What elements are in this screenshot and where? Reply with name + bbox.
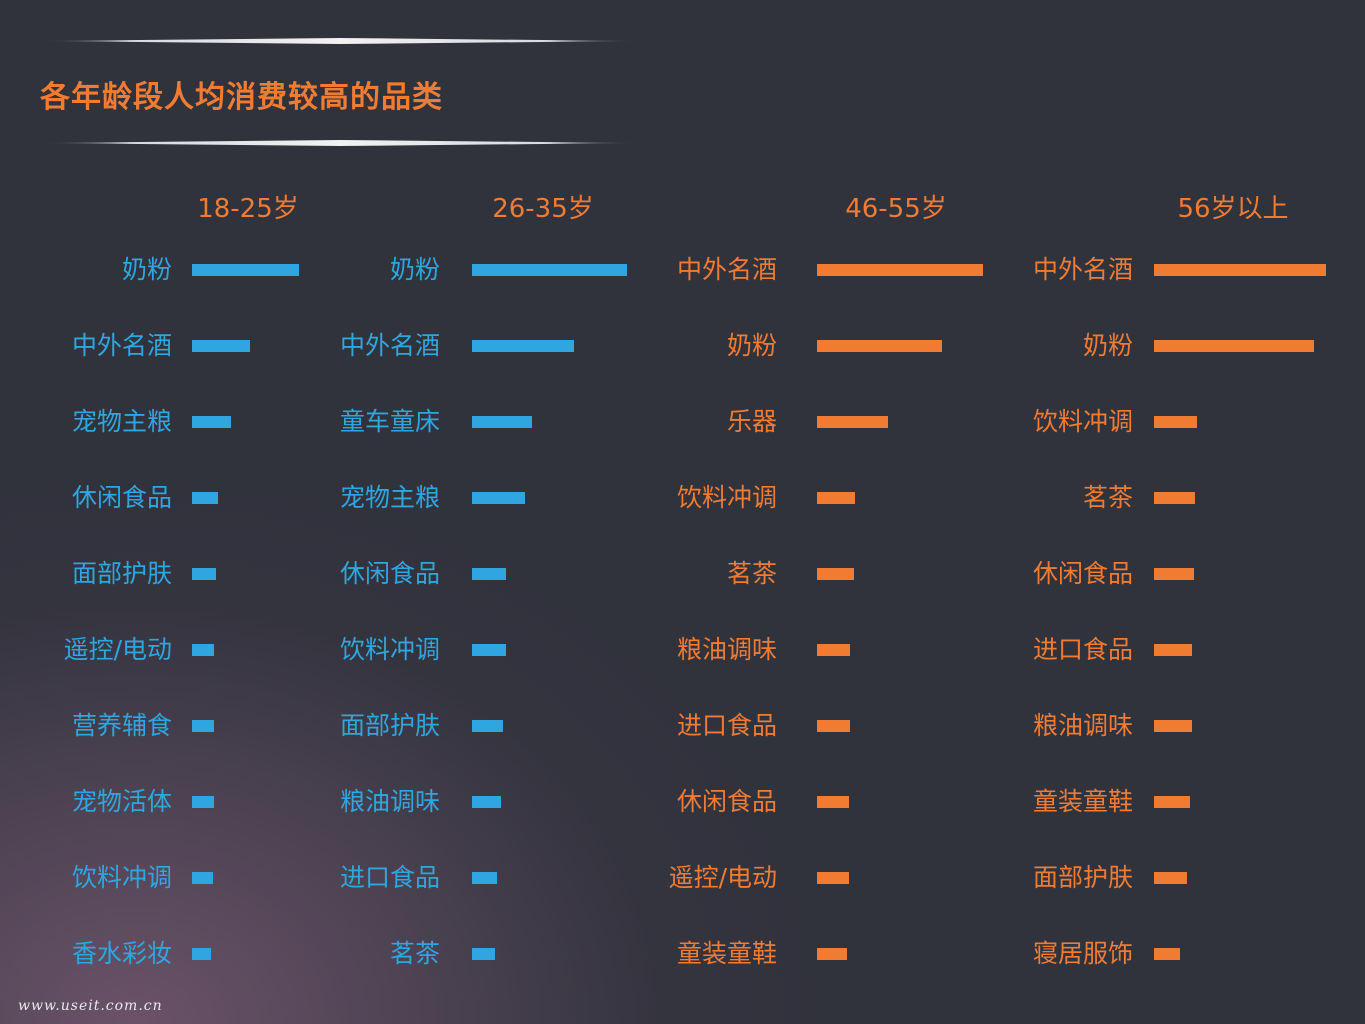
category-label: 乐器: [726, 407, 777, 436]
bar: [817, 948, 847, 960]
category-label: 奶粉: [1082, 331, 1133, 360]
bar: [192, 568, 216, 580]
category-label: 童车童床: [339, 407, 440, 436]
category-label: 童装童鞋: [676, 939, 777, 968]
category-label: 中外名酒: [676, 255, 777, 284]
category-label: 茗茶: [389, 939, 440, 968]
bar: [472, 492, 525, 504]
bar: [472, 568, 506, 580]
age-group-header: 18-25岁: [197, 194, 299, 224]
bar: [192, 340, 250, 352]
category-label: 宠物主粮: [71, 407, 172, 436]
category-label: 中外名酒: [1032, 255, 1133, 284]
bar: [817, 568, 854, 580]
category-label: 进口食品: [339, 863, 440, 892]
bar: [1154, 568, 1194, 580]
watermark: www.useit.com.cn: [18, 998, 163, 1014]
bar: [192, 872, 213, 884]
bar: [817, 872, 849, 884]
bottom-divider: [40, 140, 640, 146]
bar: [1154, 796, 1190, 808]
bar: [472, 872, 497, 884]
category-label: 饮料冲调: [1032, 407, 1133, 436]
category-label: 茗茶: [1082, 483, 1133, 512]
bar: [472, 264, 627, 276]
bar: [192, 264, 299, 276]
category-label: 奶粉: [726, 331, 777, 360]
category-label: 粮油调味: [339, 787, 440, 816]
category-label: 遥控/电动: [63, 635, 172, 664]
bar: [817, 720, 850, 732]
bar: [1154, 264, 1326, 276]
age-group-header: 46-55岁: [845, 194, 947, 224]
category-label: 宠物主粮: [339, 483, 440, 512]
bar: [472, 644, 506, 656]
category-label: 粮油调味: [1032, 711, 1133, 740]
age-group-header: 56岁以上: [1177, 194, 1289, 224]
category-label: 中外名酒: [339, 331, 440, 360]
category-label: 进口食品: [676, 711, 777, 740]
category-label: 宠物活体: [71, 787, 172, 816]
bar: [192, 416, 231, 428]
category-label: 休闲食品: [339, 559, 440, 588]
category-label: 奶粉: [121, 255, 172, 284]
bar: [192, 644, 214, 656]
bar: [1154, 720, 1192, 732]
category-label: 休闲食品: [71, 483, 172, 512]
bar: [817, 340, 942, 352]
category-label: 粮油调味: [676, 635, 777, 664]
bar: [1154, 948, 1180, 960]
category-label: 中外名酒: [71, 331, 172, 360]
bar: [817, 264, 983, 276]
category-label: 童装童鞋: [1032, 787, 1133, 816]
bar: [1154, 492, 1195, 504]
category-label: 面部护肤: [339, 711, 440, 740]
bar: [1154, 340, 1314, 352]
category-label: 休闲食品: [676, 787, 777, 816]
bar: [817, 416, 888, 428]
category-label: 饮料冲调: [676, 483, 777, 512]
category-label: 饮料冲调: [339, 635, 440, 664]
category-label: 面部护肤: [1032, 863, 1133, 892]
top-divider: [40, 38, 640, 44]
category-label: 营养辅食: [71, 711, 172, 740]
bar: [472, 796, 501, 808]
bar: [817, 644, 850, 656]
category-label: 面部护肤: [71, 559, 172, 588]
category-label: 茗茶: [726, 559, 777, 588]
category-label: 奶粉: [389, 255, 440, 284]
bar: [192, 720, 214, 732]
category-label: 香水彩妆: [71, 939, 172, 968]
bar: [817, 492, 855, 504]
bar: [1154, 644, 1192, 656]
bar: [1154, 872, 1187, 884]
bar: [1154, 416, 1197, 428]
bar: [472, 340, 574, 352]
bar: [472, 948, 495, 960]
bar: [192, 492, 218, 504]
category-label: 进口食品: [1032, 635, 1133, 664]
category-label: 休闲食品: [1032, 559, 1133, 588]
category-label: 饮料冲调: [71, 863, 172, 892]
age-group-header: 26-35岁: [492, 194, 594, 224]
category-label: 遥控/电动: [668, 863, 777, 892]
bar: [192, 796, 214, 808]
bar: [192, 948, 211, 960]
bar: [817, 796, 849, 808]
category-label: 寝居服饰: [1032, 939, 1133, 968]
page-title: 各年龄段人均消费较高的品类: [40, 80, 443, 115]
bar: [472, 720, 503, 732]
bar: [472, 416, 532, 428]
